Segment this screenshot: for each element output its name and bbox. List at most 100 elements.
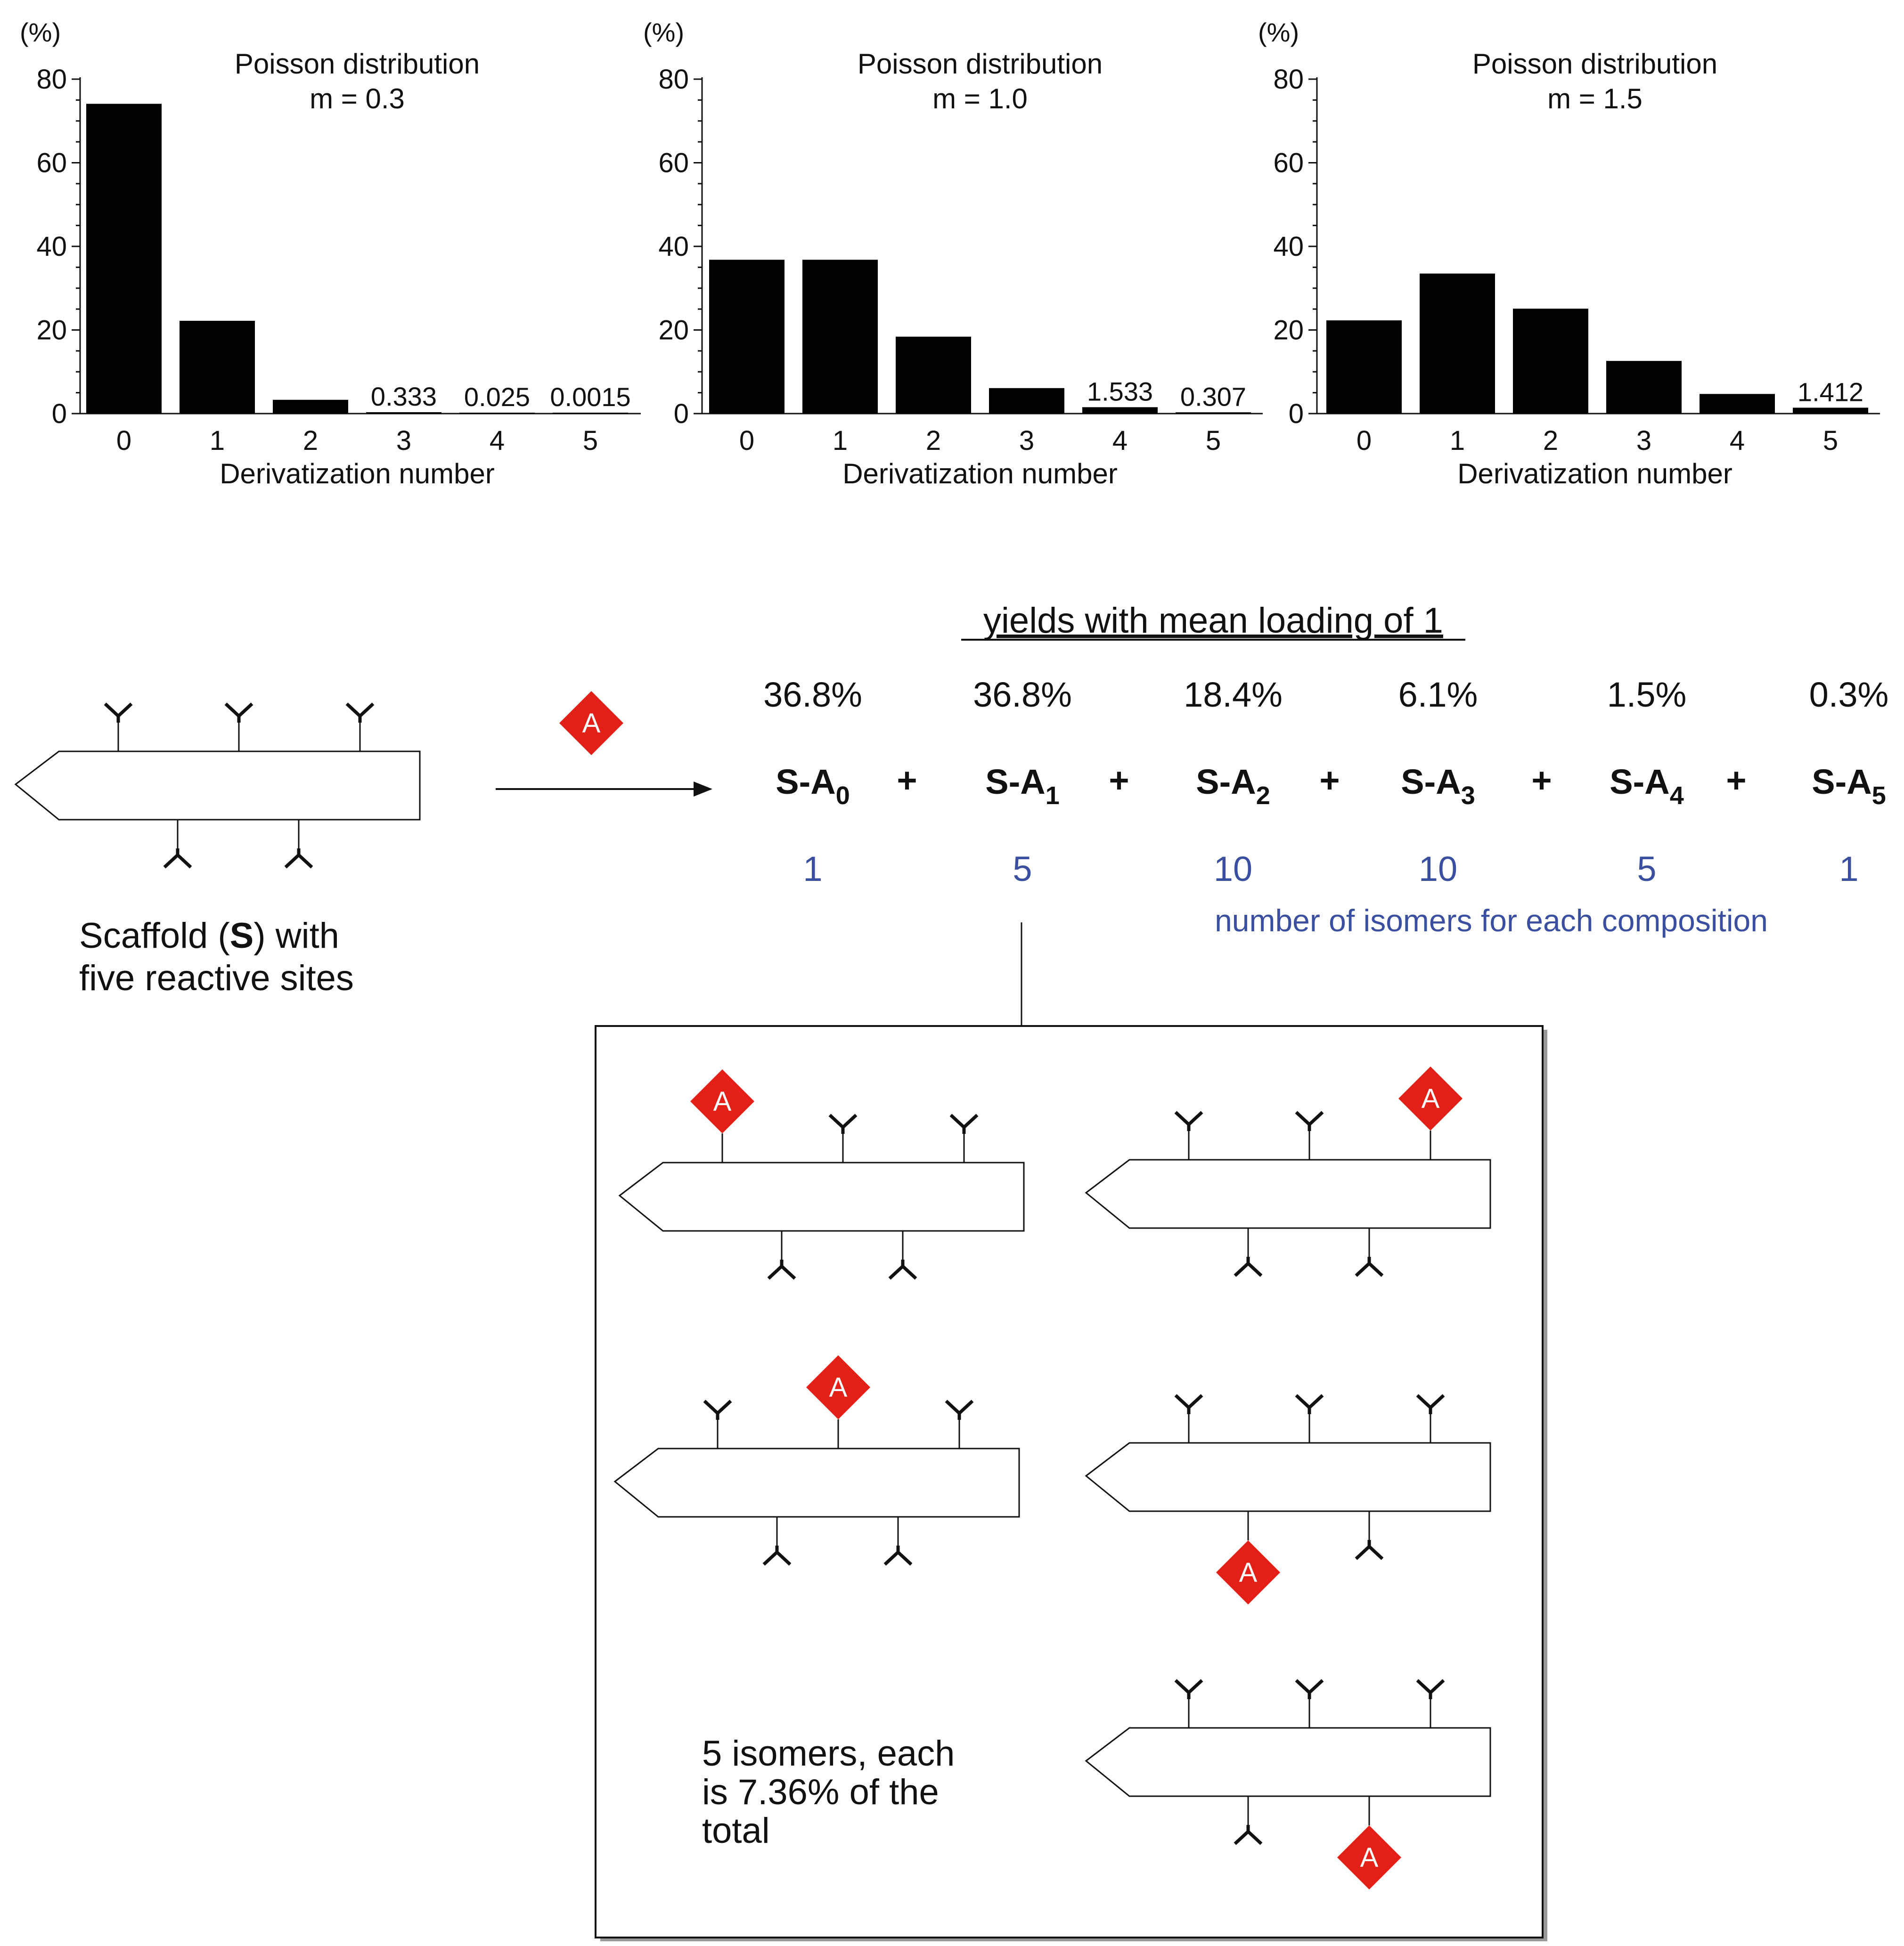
box-text-line1: 5 isomers, each bbox=[702, 1734, 955, 1774]
chart-m-1-0: (%) Poisson distribution m = 1.0 0204060… bbox=[643, 17, 1263, 489]
y-tick-label: 40 bbox=[1273, 231, 1304, 262]
reactive-site-icon bbox=[226, 704, 252, 723]
box-text-line2: is 7.36% of the bbox=[702, 1772, 939, 1812]
svg-text:A: A bbox=[829, 1372, 848, 1403]
chart-title: Poisson distribution bbox=[235, 48, 480, 80]
bar-4 bbox=[1082, 407, 1158, 414]
scaffold-body bbox=[14, 750, 421, 821]
x-tick-label: 0 bbox=[1356, 425, 1372, 456]
x-tick-label: 1 bbox=[1450, 425, 1465, 456]
plus-sign: + bbox=[897, 761, 917, 800]
isomer-scaffold: A bbox=[613, 1355, 1020, 1564]
svg-text:A: A bbox=[1422, 1083, 1440, 1114]
isomer-scaffold: A bbox=[1085, 1680, 1491, 1889]
plus-sign: + bbox=[1726, 761, 1746, 800]
product-label: S-A2 bbox=[1196, 762, 1270, 810]
scaffold-caption: Scaffold (S) with bbox=[79, 916, 339, 956]
y-unit-label: (%) bbox=[643, 17, 684, 47]
chart-subtitle: m = 0.3 bbox=[310, 83, 405, 114]
x-tick-label: 2 bbox=[926, 425, 941, 456]
reactive-site-icon bbox=[164, 848, 191, 867]
y-tick-label: 80 bbox=[658, 64, 689, 95]
plus-sign: + bbox=[1109, 761, 1129, 800]
yield-percent: 1.5% bbox=[1607, 675, 1687, 714]
svg-text:A: A bbox=[1360, 1842, 1379, 1873]
product-label: S-A4 bbox=[1610, 762, 1684, 810]
bar-2 bbox=[1513, 309, 1588, 414]
x-tick-label: 3 bbox=[1636, 425, 1651, 456]
product-label: S-A1 bbox=[985, 762, 1060, 810]
y-tick-label: 20 bbox=[658, 315, 689, 346]
x-tick-label: 4 bbox=[490, 425, 505, 456]
reactive-site-icon bbox=[105, 704, 131, 723]
bar-value-label: 1.412 bbox=[1798, 377, 1863, 407]
x-tick-label: 5 bbox=[1206, 425, 1221, 456]
bar-2 bbox=[896, 336, 971, 414]
bar-3 bbox=[989, 388, 1064, 414]
x-tick-label: 1 bbox=[210, 425, 225, 456]
x-tick-label: 2 bbox=[303, 425, 318, 456]
x-axis-label: Derivatization number bbox=[1457, 458, 1732, 489]
y-tick-label: 0 bbox=[674, 399, 689, 429]
reactive-site-icon bbox=[347, 704, 373, 723]
bar-value-label: 0.025 bbox=[464, 382, 530, 412]
isomer-scaffold: A bbox=[1085, 1395, 1491, 1604]
isomer-scaffold: A bbox=[618, 1069, 1025, 1278]
bar-1 bbox=[180, 320, 255, 414]
x-tick-label: 0 bbox=[739, 425, 754, 456]
product-row: 36.8% S-A0 1 36.8% S-A1 5 18.4% S-A2 10 6.1% S-A3 1… bbox=[763, 675, 1888, 888]
bar-value-label: 1.533 bbox=[1087, 376, 1153, 406]
svg-text:A: A bbox=[582, 708, 601, 739]
y-tick-label: 80 bbox=[36, 64, 67, 95]
plus-sign: + bbox=[1319, 761, 1340, 800]
y-tick-label: 60 bbox=[658, 148, 689, 179]
product-label: S-A3 bbox=[1401, 762, 1475, 810]
y-unit-label: (%) bbox=[20, 17, 61, 47]
yields-heading: yields with mean loading of 1 bbox=[983, 601, 1443, 641]
yield-percent: 18.4% bbox=[1184, 675, 1283, 714]
isomer-count: 1 bbox=[1839, 849, 1858, 888]
isomer-diagrams: A A A A A bbox=[613, 1067, 1491, 1889]
bar-5 bbox=[1793, 407, 1868, 414]
bar-0 bbox=[86, 104, 162, 414]
bar-4 bbox=[1700, 394, 1775, 414]
x-axis-label: Derivatization number bbox=[842, 458, 1118, 489]
yield-percent: 0.3% bbox=[1809, 675, 1889, 714]
reactive-site-icon bbox=[286, 848, 312, 867]
x-tick-label: 1 bbox=[833, 425, 848, 456]
scaffold-caption-line2: five reactive sites bbox=[79, 958, 354, 998]
reagent-a-icon: A bbox=[806, 1355, 870, 1419]
y-tick-label: 60 bbox=[1273, 148, 1304, 179]
reagent-a-icon: A bbox=[559, 691, 623, 755]
bar-3 bbox=[1606, 361, 1682, 414]
isomer-scaffold: A bbox=[1085, 1067, 1491, 1276]
reagent-a-icon: A bbox=[1337, 1825, 1401, 1889]
chart-subtitle: m = 1.5 bbox=[1547, 83, 1643, 114]
y-tick-label: 0 bbox=[52, 399, 67, 429]
isomer-caption: number of isomers for each composition bbox=[1215, 903, 1768, 938]
x-axis-label: Derivatization number bbox=[220, 458, 495, 489]
box-text-line3: total bbox=[702, 1811, 770, 1851]
product-label: S-A5 bbox=[1812, 762, 1886, 810]
x-tick-label: 4 bbox=[1112, 425, 1128, 456]
x-tick-label: 5 bbox=[583, 425, 598, 456]
yield-percent: 36.8% bbox=[973, 675, 1072, 714]
chart-subtitle: m = 1.0 bbox=[932, 83, 1028, 114]
y-tick-label: 20 bbox=[1273, 315, 1304, 346]
y-tick-label: 20 bbox=[36, 315, 67, 346]
bar-value-label: 0.333 bbox=[371, 382, 437, 411]
reagent-a-icon: A bbox=[1398, 1067, 1463, 1131]
chart-title: Poisson distribution bbox=[858, 48, 1103, 80]
chart-title: Poisson distribution bbox=[1472, 48, 1717, 80]
plus-sign: + bbox=[1531, 761, 1552, 800]
bar-5 bbox=[1176, 412, 1251, 414]
chart-m-1-5: (%) Poisson distribution m = 1.5 0204060… bbox=[1258, 17, 1880, 489]
product-label: S-A0 bbox=[776, 762, 850, 810]
x-tick-label: 3 bbox=[396, 425, 411, 456]
bar-3 bbox=[366, 412, 441, 414]
svg-text:A: A bbox=[713, 1086, 732, 1117]
bar-0 bbox=[709, 260, 784, 414]
isomer-count: 5 bbox=[1013, 849, 1032, 888]
chart-m-0-3: (%) Poisson distribution m = 0.3 0204060… bbox=[20, 17, 641, 489]
